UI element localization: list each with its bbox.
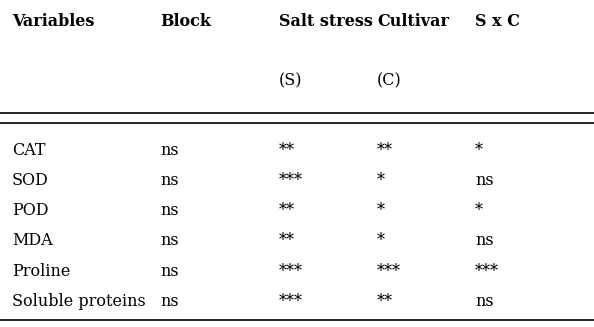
Text: Cultivar: Cultivar xyxy=(377,13,449,30)
Text: ***: *** xyxy=(279,263,303,280)
Text: ***: *** xyxy=(475,263,499,280)
Text: POD: POD xyxy=(12,202,48,219)
Text: **: ** xyxy=(377,293,393,310)
Text: Salt stress: Salt stress xyxy=(279,13,373,30)
Text: **: ** xyxy=(279,202,295,219)
Text: ns: ns xyxy=(475,232,494,250)
Text: CAT: CAT xyxy=(12,142,45,159)
Text: *: * xyxy=(475,202,483,219)
Text: Block: Block xyxy=(160,13,211,30)
Text: (S): (S) xyxy=(279,72,303,89)
Text: *: * xyxy=(377,202,385,219)
Text: **: ** xyxy=(377,142,393,159)
Text: ns: ns xyxy=(160,293,179,310)
Text: ns: ns xyxy=(475,172,494,189)
Text: *: * xyxy=(377,232,385,250)
Text: ns: ns xyxy=(160,263,179,280)
Text: ***: *** xyxy=(377,263,401,280)
Text: **: ** xyxy=(279,142,295,159)
Text: S x C: S x C xyxy=(475,13,520,30)
Text: ns: ns xyxy=(475,293,494,310)
Text: ns: ns xyxy=(160,202,179,219)
Text: SOD: SOD xyxy=(12,172,49,189)
Text: ***: *** xyxy=(279,172,303,189)
Text: *: * xyxy=(475,142,483,159)
Text: ns: ns xyxy=(160,172,179,189)
Text: MDA: MDA xyxy=(12,232,52,250)
Text: ns: ns xyxy=(160,232,179,250)
Text: ***: *** xyxy=(279,293,303,310)
Text: *: * xyxy=(377,172,385,189)
Text: ns: ns xyxy=(160,142,179,159)
Text: Proline: Proline xyxy=(12,263,70,280)
Text: Soluble proteins: Soluble proteins xyxy=(12,293,146,310)
Text: (C): (C) xyxy=(377,72,402,89)
Text: Variables: Variables xyxy=(12,13,94,30)
Text: **: ** xyxy=(279,232,295,250)
